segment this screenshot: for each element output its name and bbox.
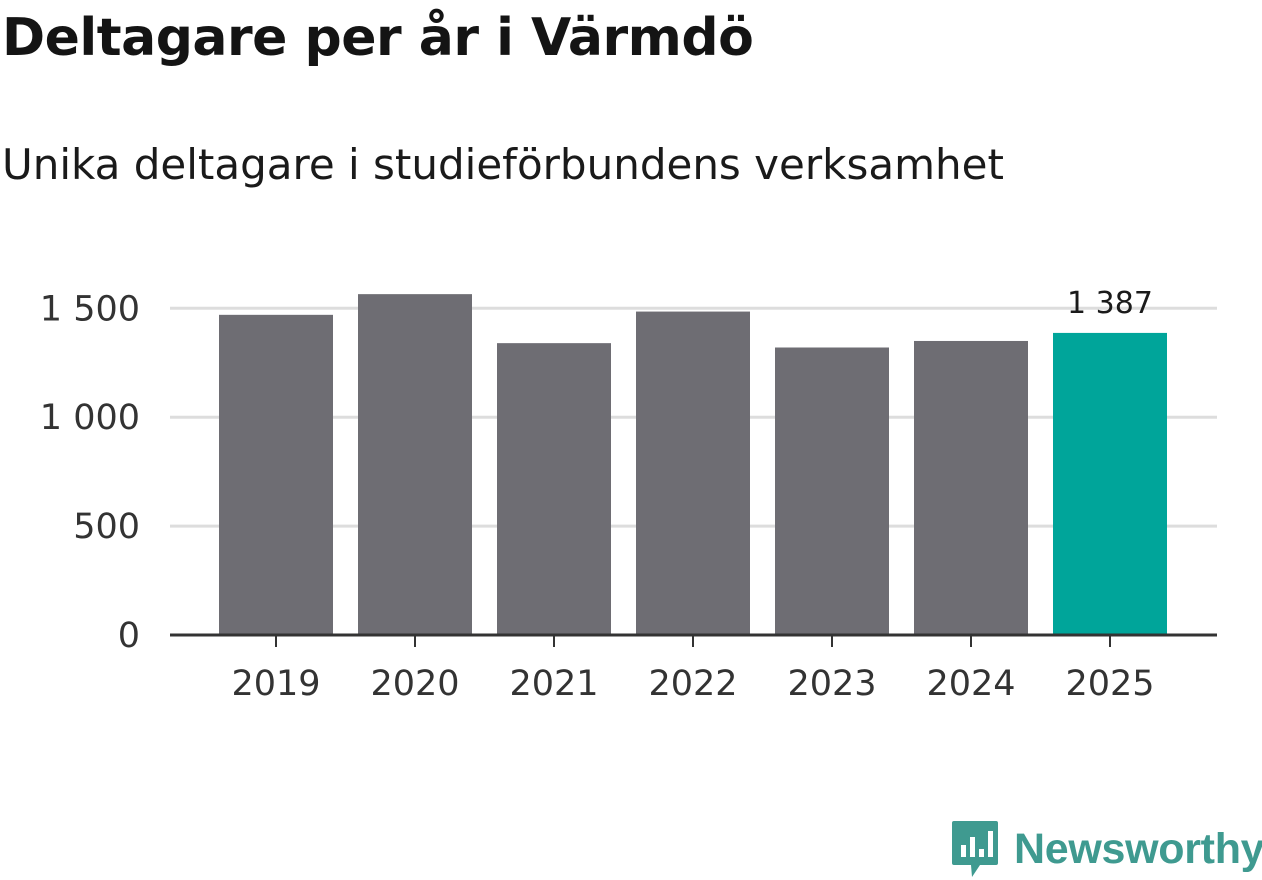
bar-chart-icon: [952, 821, 998, 877]
brand-name: Newsworthy: [1014, 824, 1262, 873]
newsworthy-logo: Newsworthy: [950, 818, 1262, 880]
bar-2019: [219, 314, 333, 635]
y-tick-label: 500: [73, 507, 140, 547]
x-tick-label: 2020: [370, 664, 459, 704]
bar-2020: [358, 294, 472, 635]
y-tick-label: 1 000: [40, 398, 140, 438]
data-label: 1 387: [1067, 286, 1153, 321]
x-tick-label: 2021: [509, 664, 598, 704]
y-tick-label: 0: [118, 616, 140, 656]
x-tick-label: 2019: [231, 664, 320, 704]
x-tick-label: 2025: [1065, 664, 1154, 704]
bar-2024: [914, 340, 1028, 635]
bar-2025: [1053, 332, 1167, 635]
bar-2023: [775, 347, 889, 635]
chart-subtitle: Unika deltagare i studieförbundens verks…: [2, 140, 1004, 189]
bar-2021: [497, 343, 611, 635]
x-tick-label: 2023: [787, 664, 876, 704]
y-tick-label: 1 500: [40, 289, 140, 329]
chart-title: Deltagare per år i Värmdö: [2, 8, 754, 68]
x-tick-label: 2022: [648, 664, 737, 704]
x-tick-label: 2024: [926, 664, 1015, 704]
bar-2022: [636, 311, 750, 635]
